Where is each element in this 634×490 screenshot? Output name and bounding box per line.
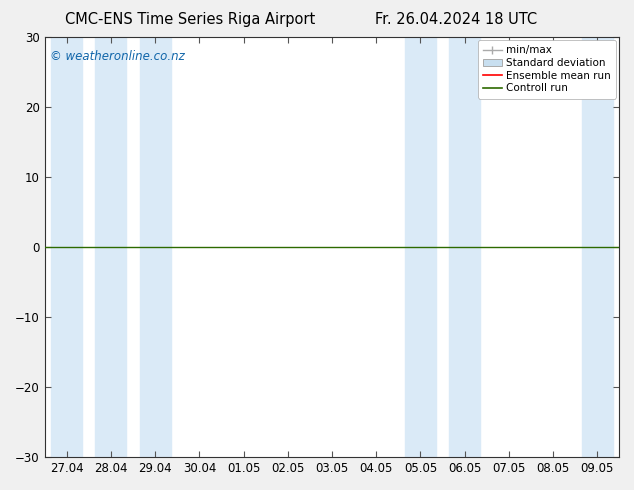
Text: © weatheronline.co.nz: © weatheronline.co.nz xyxy=(50,50,185,63)
Text: Fr. 26.04.2024 18 UTC: Fr. 26.04.2024 18 UTC xyxy=(375,12,538,27)
Bar xyxy=(96,37,126,457)
Bar xyxy=(139,37,171,457)
Bar xyxy=(582,37,613,457)
Bar xyxy=(450,37,480,457)
Text: CMC-ENS Time Series Riga Airport: CMC-ENS Time Series Riga Airport xyxy=(65,12,315,27)
Bar xyxy=(51,37,82,457)
Bar xyxy=(405,37,436,457)
Legend: min/max, Standard deviation, Ensemble mean run, Controll run: min/max, Standard deviation, Ensemble me… xyxy=(478,40,616,98)
